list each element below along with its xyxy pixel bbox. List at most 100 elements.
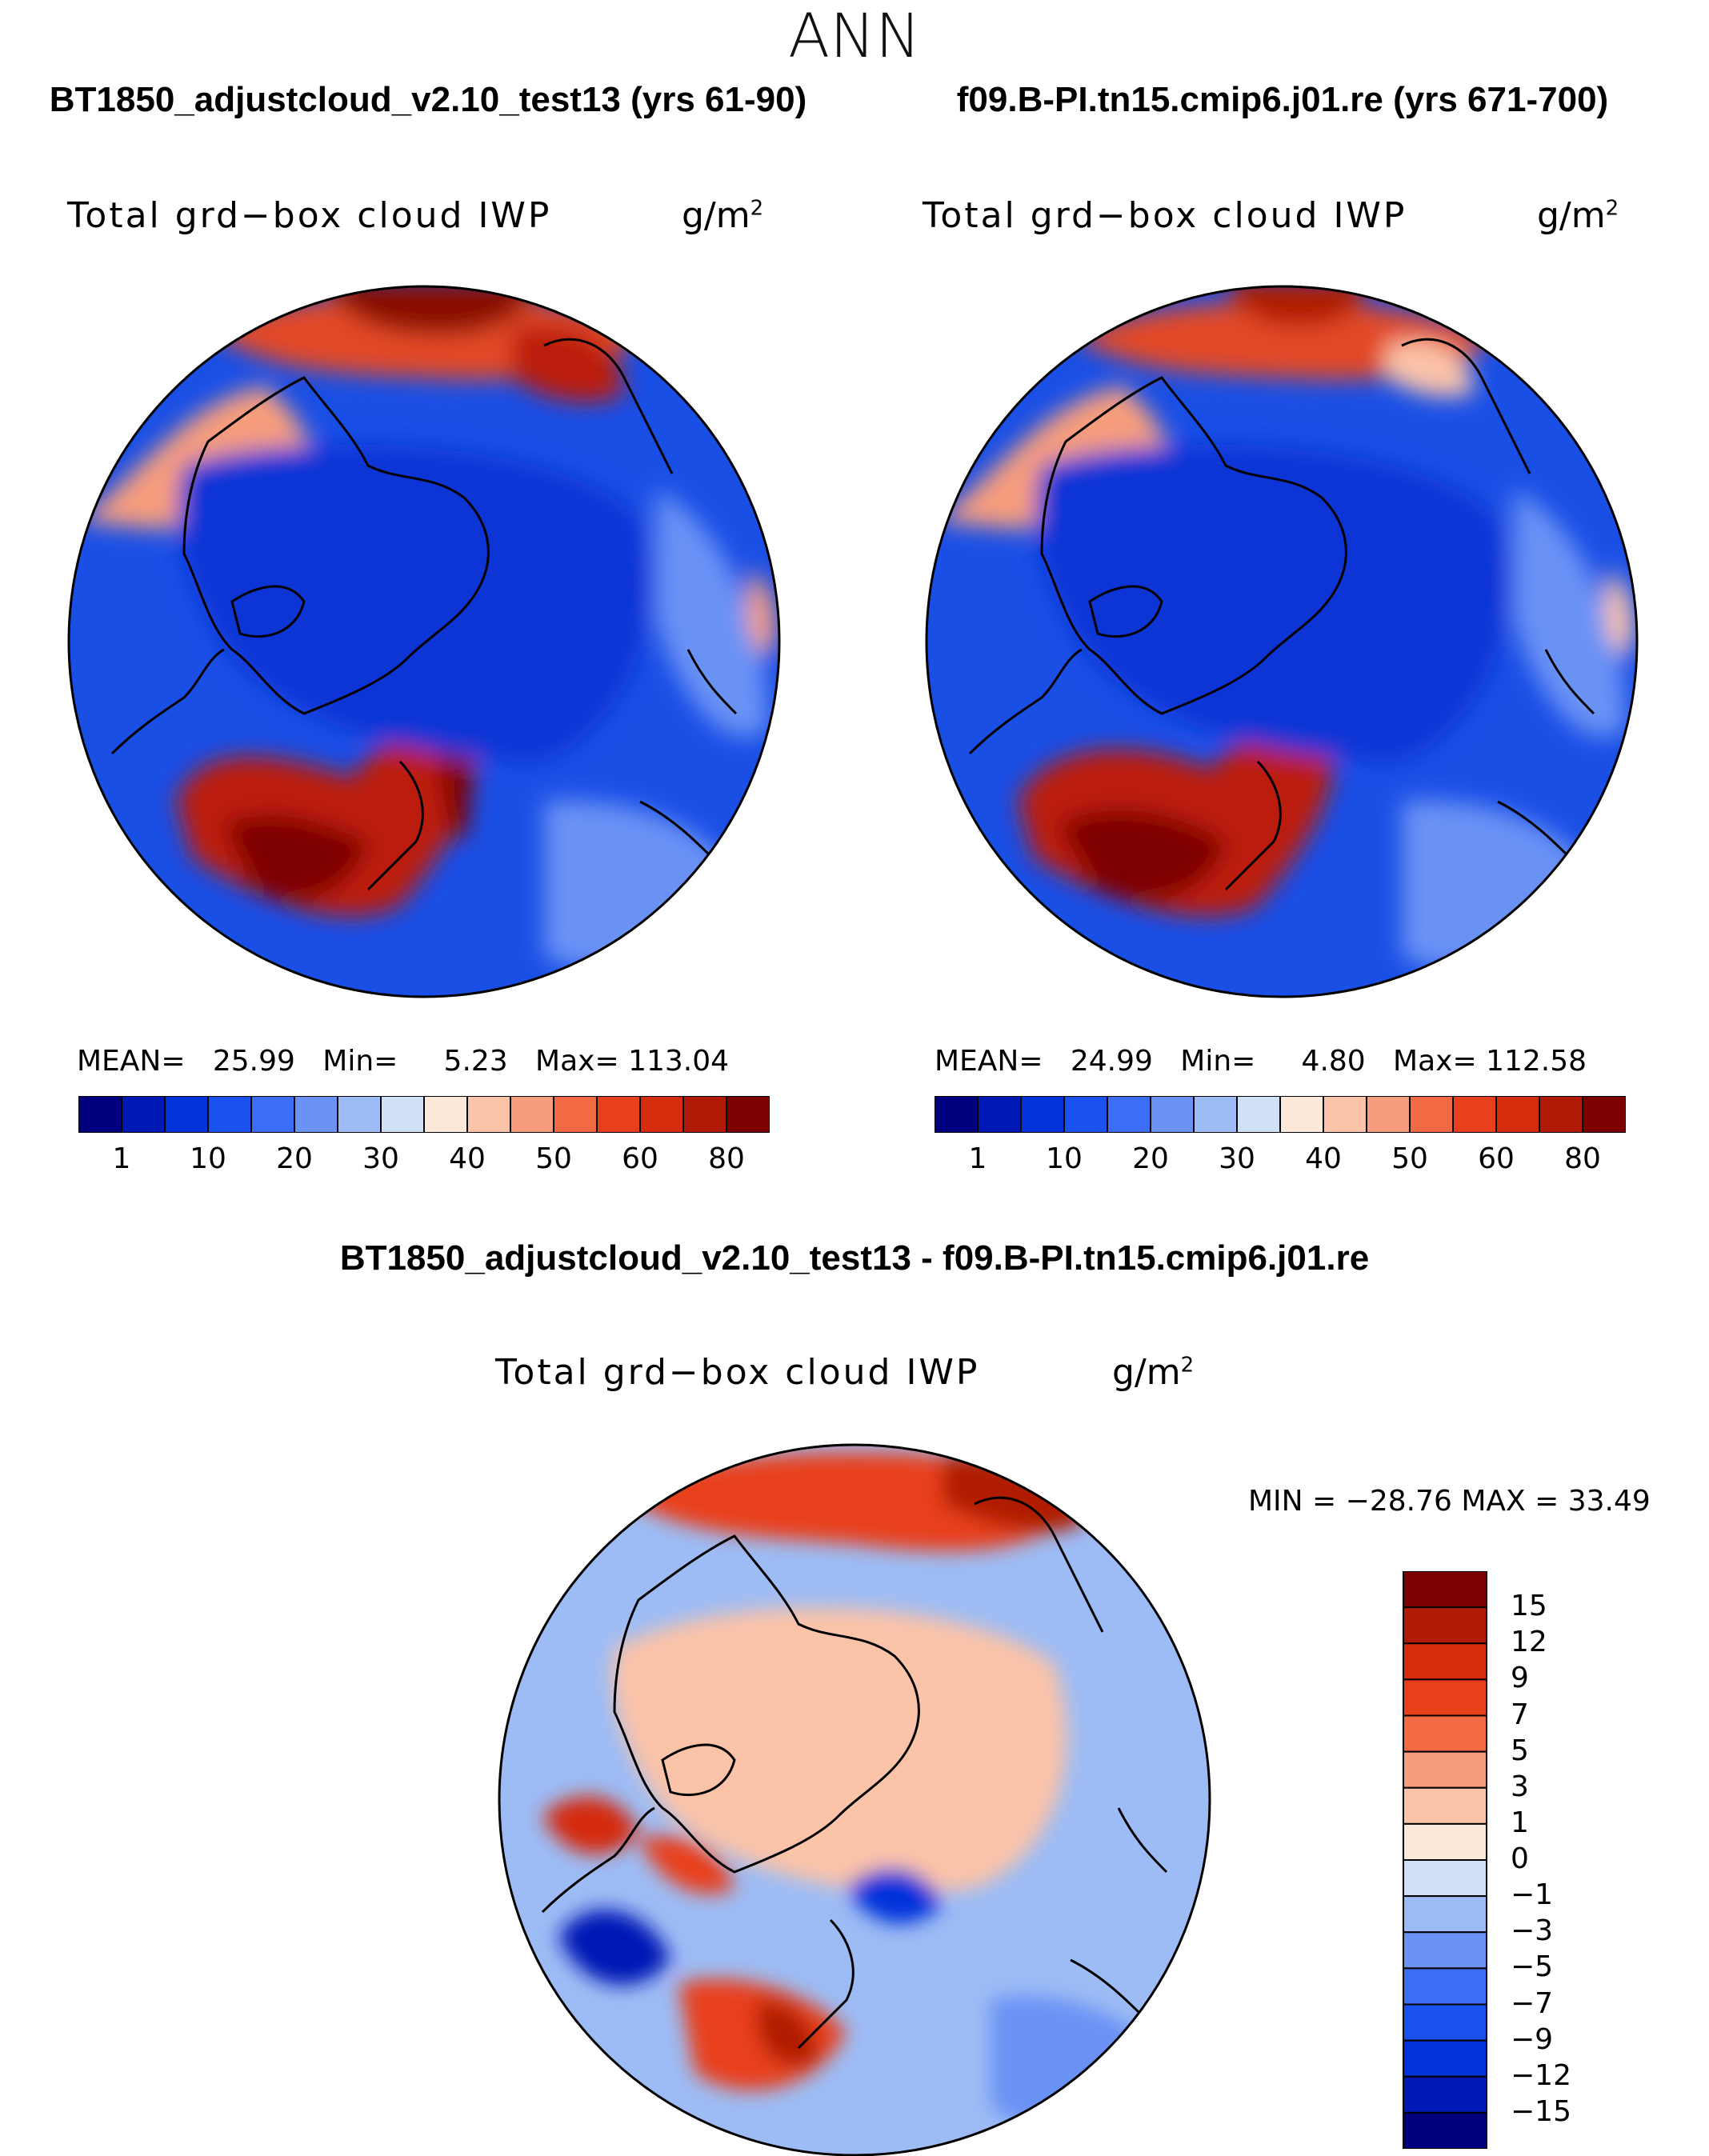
colorbar-tick-label: 1 [1511, 1806, 1529, 1839]
colorbar-tick-label: 10 [1046, 1142, 1083, 1175]
colorbar-swatch [1193, 1096, 1238, 1133]
colorbar-swatch [596, 1096, 641, 1133]
colorbar-swatch [553, 1096, 598, 1133]
colorbar-tick-label: 30 [1219, 1142, 1255, 1175]
diff-coastlines [541, 1496, 1168, 2050]
diff-map-border [498, 1443, 1211, 2156]
colorbar-swatch [1403, 1642, 1487, 1681]
diff-stats: MIN = −28.76 MAX = 33.49 [1248, 1485, 1651, 1518]
panel1-region-norway [440, 738, 471, 842]
panel1-colorbar-ticks: 1 10 20 30 40 50 60 80 [78, 1142, 770, 1182]
colorbar-tick-label: 0 [1511, 1842, 1529, 1875]
colorbar-swatch [1403, 1750, 1487, 1789]
colorbar-swatch [977, 1096, 1022, 1133]
colorbar-swatch [1582, 1096, 1626, 1133]
panel2-region-alaska [1386, 340, 1474, 397]
diff-variable-label: Total grd−box cloud IWP [495, 1352, 980, 1393]
colorbar-tick-label: 7 [1511, 1698, 1529, 1731]
panel1-map-border [67, 285, 781, 998]
colorbar-tick-label: 3 [1511, 1770, 1529, 1803]
colorbar-tick-label: 50 [1391, 1142, 1428, 1175]
colorbar-tick-label: 9 [1511, 1662, 1529, 1695]
panel1-stats: MEAN= 25.99 Min= 5.23 Max= 113.04 [77, 1045, 730, 1078]
colorbar-swatch [1403, 1714, 1487, 1753]
panel1-variable-label: Total grd−box cloud IWP [67, 195, 552, 236]
colorbar-tick-label: 80 [1564, 1142, 1601, 1175]
panel2-region-hotspot [1605, 570, 1635, 658]
colorbar-swatch [1279, 1096, 1324, 1133]
colorbar-tick-label: 40 [1305, 1142, 1342, 1175]
colorbar-swatch [121, 1096, 166, 1133]
colorbar-swatch [207, 1096, 252, 1133]
panel2-region-pacific-core [1226, 286, 1370, 326]
colorbar-tick-label: 30 [362, 1142, 399, 1175]
colorbar-tick-label: −9 [1511, 2022, 1554, 2056]
panel1-colorbar [78, 1096, 770, 1133]
panel2-polar-map [925, 285, 1639, 998]
diff-region-pole-positive [612, 1607, 1067, 1893]
colorbar-swatch [294, 1096, 338, 1133]
diff-units: g/m2 [1112, 1352, 1195, 1393]
colorbar-swatch [682, 1096, 727, 1133]
colorbar-swatch [337, 1096, 382, 1133]
colorbar-swatch [1403, 1967, 1487, 2006]
colorbar-tick-label: 60 [1478, 1142, 1515, 1175]
colorbar-swatch [1403, 1571, 1487, 1609]
colorbar-swatch [1403, 2003, 1487, 2042]
colorbar-swatch [1403, 2075, 1487, 2114]
colorbar-tick-label: −3 [1511, 1914, 1554, 1948]
colorbar-swatch [250, 1096, 295, 1133]
colorbar-tick-label: 10 [190, 1142, 226, 1175]
diff-colorbar-ticks: 15 12 9 7 5 3 1 0 −1 −3 −5 −7 −9 −12 −15 [1511, 1571, 1607, 2149]
panel1-region-pacific-core [328, 286, 536, 334]
colorbar-tick-label: −15 [1511, 2094, 1571, 2128]
colorbar-swatch [1403, 2111, 1487, 2149]
colorbar-swatch [1403, 1895, 1487, 1934]
colorbar-swatch [1403, 1786, 1487, 1825]
panel1-coastlines [110, 338, 738, 891]
panel1-region-hotspot [747, 570, 777, 658]
colorbar-tick-label: 1 [968, 1142, 987, 1175]
colorbar-swatch [1020, 1096, 1065, 1133]
colorbar-swatch [639, 1096, 684, 1133]
diff-colorbar [1403, 1571, 1487, 2149]
colorbar-tick-label: −5 [1511, 1950, 1554, 1984]
colorbar-swatch [1403, 1822, 1487, 1861]
panel1-region-alaska [512, 325, 624, 402]
diff-region-central-east [638, 1835, 734, 1894]
colorbar-swatch [1495, 1096, 1540, 1133]
colorbar-swatch [164, 1096, 209, 1133]
panel1-region-atlantic-core [224, 815, 368, 899]
colorbar-swatch [466, 1096, 511, 1133]
colorbar-swatch [1403, 1931, 1487, 1970]
panel1-units: g/m2 [682, 195, 764, 236]
panel1-region-pacific-east [656, 490, 768, 738]
colorbar-tick-label: −12 [1511, 2058, 1571, 2092]
panel2-units: g/m2 [1537, 195, 1619, 236]
diff-region-siberia [991, 1995, 1175, 2124]
colorbar-swatch [78, 1096, 122, 1133]
colorbar-tick-label: 12 [1511, 1626, 1547, 1659]
colorbar-tick-label: −1 [1511, 1878, 1554, 1912]
colorbar-swatch [1403, 1678, 1487, 1717]
colorbar-tick-label: 50 [535, 1142, 572, 1175]
diff-region-west [542, 1796, 638, 1854]
panel2-variable-label: Total grd−box cloud IWP [923, 195, 1407, 236]
panel2-region-atlantic-core [1058, 810, 1226, 899]
colorbar-swatch [1452, 1096, 1497, 1133]
colorbar-tick-label: 20 [276, 1142, 313, 1175]
panel2-region-pole [1035, 444, 1508, 762]
colorbar-tick-label: 15 [1511, 1590, 1547, 1623]
panel1-region-pole [178, 444, 650, 762]
panel2-case-title: f09.B-PI.tn15.cmip6.j01.re (yrs 671-700) [956, 80, 1609, 119]
diff-region-alaska [943, 1454, 1087, 1532]
colorbar-swatch [726, 1096, 770, 1133]
main-title: ANN [788, 0, 921, 71]
colorbar-swatch [1403, 1606, 1487, 1645]
colorbar-swatch [1236, 1096, 1281, 1133]
colorbar-tick-label: 20 [1132, 1142, 1169, 1175]
colorbar-swatch [1323, 1096, 1367, 1133]
colorbar-swatch [1409, 1096, 1454, 1133]
colorbar-tick-label: 5 [1511, 1734, 1529, 1767]
colorbar-swatch [1063, 1096, 1108, 1133]
